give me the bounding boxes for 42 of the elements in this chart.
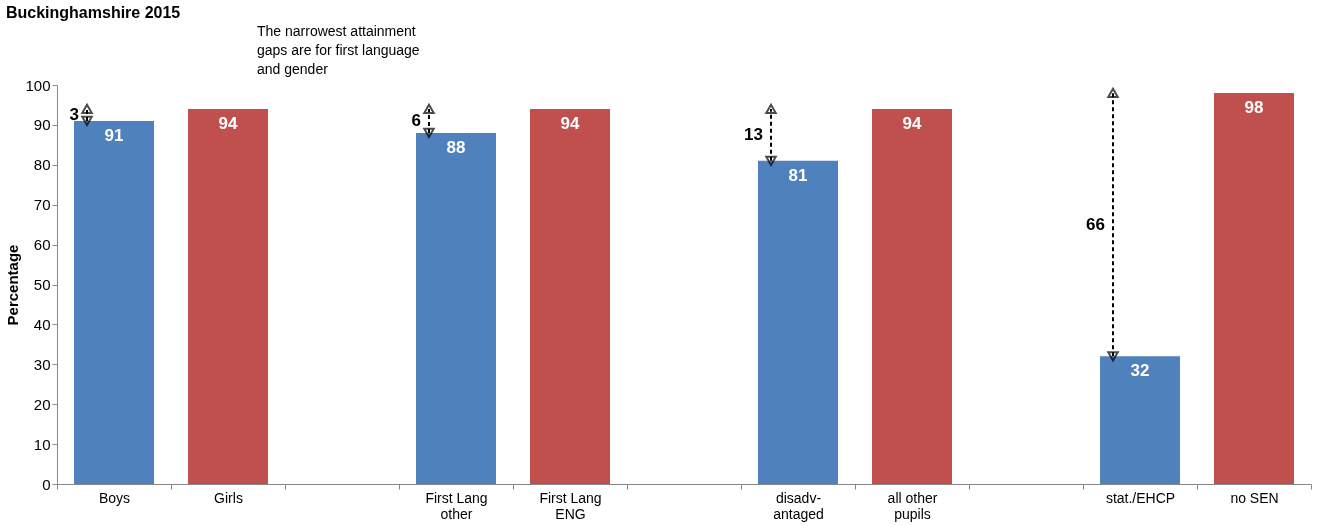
annotation: 6 — [411, 110, 421, 130]
bar — [530, 108, 610, 484]
y-tick-label: 20 — [33, 395, 51, 413]
annotation: 3 — [69, 104, 79, 124]
bar — [416, 132, 496, 484]
bar — [74, 120, 154, 484]
y-tick-label: 60 — [33, 236, 51, 254]
x-tick-label: Boys — [98, 489, 131, 506]
y-tick-label: 0 — [42, 475, 51, 493]
bar — [188, 108, 268, 484]
y-tick-label: 100 — [25, 76, 51, 94]
y-tick-label: 40 — [33, 315, 51, 333]
y-tick-label: 10 — [33, 435, 51, 453]
bar — [1100, 356, 1180, 484]
x-tick-label: disadv-antaged — [773, 489, 824, 522]
data-label: 32 — [1130, 361, 1150, 381]
x-tick-label: First Lang other — [425, 489, 488, 522]
data-label: 94 — [902, 113, 922, 133]
y-tick-label: 50 — [33, 276, 51, 293]
bar — [1214, 92, 1294, 484]
annotation: 13 — [744, 124, 763, 144]
x-tick-label: no SEN — [1230, 489, 1279, 506]
y-tick-label: 90 — [33, 116, 51, 134]
bar — [758, 160, 838, 484]
text: The narrowest attainment gaps are for first language and gender — [257, 23, 420, 77]
x-tick-label: First Lang ENG — [539, 489, 602, 522]
data-label: 81 — [788, 165, 808, 185]
data-label: 94 — [218, 113, 238, 133]
x-tick-label: all other pupils — [887, 489, 938, 522]
x-tick-label: Girls — [214, 489, 243, 506]
y-tick-label: 30 — [33, 355, 51, 373]
x-tick-label: stat./EHCP — [1105, 489, 1176, 506]
data-label: 91 — [104, 125, 124, 145]
y-axis-title: Percentage — [4, 244, 22, 326]
annotation: 66 — [1086, 214, 1105, 234]
bar — [872, 108, 952, 484]
chart-title: Buckinghamshire 2015 — [5, 4, 181, 21]
data-label: 88 — [446, 137, 466, 157]
data-label: 94 — [560, 113, 580, 133]
data-label: 98 — [1244, 97, 1264, 117]
y-tick-label: 80 — [33, 156, 51, 174]
y-tick-label: 70 — [33, 196, 51, 214]
